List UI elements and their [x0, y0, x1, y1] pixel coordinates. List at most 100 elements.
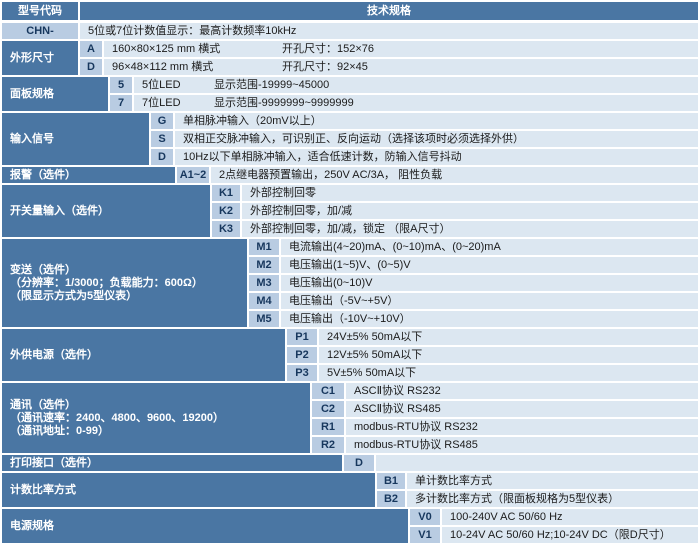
desc-text: 电压输出（-10V~+10V） [289, 313, 411, 325]
table-row: D 96×48×112 mm 横式 开孔尺寸：92×45 [80, 59, 698, 75]
section-label-count-ratio-mode: 计数比率方式 [2, 473, 375, 507]
option-code: M2 [249, 257, 279, 273]
option-code: K1 [212, 185, 240, 201]
option-desc: 电压输出(1~5)V、(0~5)V [281, 257, 698, 273]
option-code: M1 [249, 239, 279, 255]
label-line: 外形尺寸 [10, 51, 54, 64]
table-row: V1 10-24V AC 50/60 Hz;10-24V DC（限D尺寸） [410, 527, 698, 543]
option-code: R1 [312, 419, 344, 435]
model-prefix-desc: 5位或7位计数值显示：最高计数频率10kHz [80, 23, 698, 39]
option-code: M5 [249, 311, 279, 327]
table-row: P3 5V±5% 50mA以下 [287, 365, 698, 381]
option-desc: 外部控制回零，加/减，锁定 （限A尺寸） [242, 221, 698, 237]
column-header-model-code: 型号代码 [2, 2, 78, 20]
table-row: A 160×80×125 mm 横式 开孔尺寸：152×76 [80, 41, 698, 57]
label-line: 开关量输入（选件） [10, 204, 109, 217]
option-code: B2 [377, 491, 405, 507]
section-label-input-signal: 输入信号 [2, 113, 149, 165]
label-line: 外供电源（选件） [10, 348, 98, 361]
desc-text: 电压输出(0~10)V [289, 277, 373, 289]
table-row: P2 12V±5% 50mA以下 [287, 347, 698, 363]
desc-text: 10Hz以下单相脉冲输入，适合低速计数，防输入信号抖动 [183, 151, 462, 163]
option-desc: 160×80×125 mm 横式 开孔尺寸：152×76 [104, 41, 698, 57]
option-desc: 外部控制回零，加/减 [242, 203, 698, 219]
option-desc: ASCⅡ协议 RS485 [346, 401, 698, 417]
option-desc: 5V±5% 50mA以下 [319, 365, 698, 381]
desc-text: 电压输出(1~5)V、(0~5)V [289, 259, 411, 271]
desc-text: 双相正交脉冲输入，可识别正、反向运动（选择该项时必须选择外供） [183, 133, 524, 145]
table-row: R2 modbus-RTU协议 RS485 [312, 437, 698, 453]
option-code: A1~2 [177, 167, 209, 183]
option-code: V1 [410, 527, 440, 543]
section-alarm: 报警（选件） A1~2 2点继电器预置输出，250V AC/3A， 阻性负载 [2, 167, 698, 183]
table-row: M1 电流输出(4~20)mA、(0~10)mA、(0~20)mA [249, 239, 698, 255]
desc-text: 单计数比率方式 [415, 475, 492, 487]
option-desc: 100-240V AC 50/60 Hz [442, 509, 698, 525]
desc-text: 外部控制回零，加/减 [250, 205, 353, 217]
desc-text: 5V±5% 50mA以下 [327, 367, 417, 379]
table-row: M2 电压输出(1~5)V、(0~5)V [249, 257, 698, 273]
option-desc: 10-24V AC 50/60 Hz;10-24V DC（限D尺寸） [442, 527, 698, 543]
label-line: 打印接口（选件） [10, 456, 98, 469]
option-code: C1 [312, 383, 344, 399]
option-desc: 电流输出(4~20)mA、(0~10)mA、(0~20)mA [281, 239, 698, 255]
option-desc: 7位LED 显示范围-9999999~9999999 [134, 95, 698, 111]
table-row: CHN- 5位或7位计数值显示：最高计数频率10kHz [2, 23, 698, 39]
table-row: A1~2 2点继电器预置输出，250V AC/3A， 阻性负载 [177, 167, 698, 183]
option-code: M3 [249, 275, 279, 291]
option-desc: 5位LED 显示范围-19999~45000 [134, 77, 698, 93]
table-row: B1 单计数比率方式 [377, 473, 698, 489]
section-label-dimensions: 外形尺寸 [2, 41, 78, 75]
table-row: K1 外部控制回零 [212, 185, 698, 201]
option-code: B1 [377, 473, 405, 489]
option-desc: modbus-RTU协议 RS485 [346, 437, 698, 453]
section-count-ratio-mode: 计数比率方式 B1 单计数比率方式 B2 多计数比率方式（限面板规格为5型仪表） [2, 473, 698, 507]
table-row: G 单相脉冲输入（20mV以上） [151, 113, 698, 129]
desc-text: modbus-RTU协议 RS485 [354, 439, 478, 451]
section-panel-spec: 面板规格 5 5位LED 显示范围-19999~45000 7 7位LED 显示范围… [2, 77, 698, 111]
section-label-print-interface: 打印接口（选件） [2, 455, 342, 471]
table-row: M5 电压输出（-10V~+10V） [249, 311, 698, 327]
option-desc: 多计数比率方式（限面板规格为5型仪表） [407, 491, 698, 507]
option-code: S [151, 131, 173, 147]
desc-text: 单相脉冲输入（20mV以上） [183, 115, 322, 127]
section-print-interface: 打印接口（选件） D [2, 455, 698, 471]
model-prefix-code: CHN- [2, 23, 78, 39]
option-desc: 24V±5% 50mA以下 [319, 329, 698, 345]
label-line: （通讯地址：0-99） [10, 424, 110, 437]
table-row: K3 外部控制回零，加/减，锁定 （限A尺寸） [212, 221, 698, 237]
option-code: 5 [110, 77, 132, 93]
option-desc: 电压输出（-5V~+5V） [281, 293, 698, 309]
section-transmit-output: 变送（选件） （分辨率：1/3000；负载能力：600Ω） （限显示方式为5型仪… [2, 239, 698, 327]
option-desc: modbus-RTU协议 RS232 [346, 419, 698, 435]
option-desc: 2点继电器预置输出，250V AC/3A， 阻性负载 [211, 167, 698, 183]
desc-text: ASCⅡ协议 RS232 [354, 385, 441, 397]
section-input-signal: 输入信号 G 单相脉冲输入（20mV以上） S 双相正交脉冲输入，可识别正、反向… [2, 113, 698, 165]
section-model-prefix: CHN- 5位或7位计数值显示：最高计数频率10kHz [2, 23, 698, 39]
desc-text-2: 显示范围-19999~45000 [214, 79, 330, 91]
desc-text: 5位LED [142, 79, 181, 91]
table-row: K2 外部控制回零，加/减 [212, 203, 698, 219]
desc-text: 5位或7位计数值显示：最高计数频率10kHz [88, 25, 297, 37]
table-row: V0 100-240V AC 50/60 Hz [410, 509, 698, 525]
label-line: （分辨率：1/3000；负载能力：600Ω） [10, 276, 203, 289]
desc-text: 外部控制回零 [250, 187, 316, 199]
option-code: R2 [312, 437, 344, 453]
option-desc: 96×48×112 mm 横式 开孔尺寸：92×45 [104, 59, 698, 75]
option-desc [376, 455, 698, 471]
label-line: 计数比率方式 [10, 483, 76, 496]
desc-text: 24V±5% 50mA以下 [327, 331, 423, 343]
label-line: （通讯速率：2400、4800、9600、19200） [10, 411, 224, 424]
table-row: S 双相正交脉冲输入，可识别正、反向运动（选择该项时必须选择外供） [151, 131, 698, 147]
table-row: B2 多计数比率方式（限面板规格为5型仪表） [377, 491, 698, 507]
option-code: P3 [287, 365, 317, 381]
option-desc: 外部控制回零 [242, 185, 698, 201]
section-label-communication: 通讯（选件） （通讯速率：2400、4800、9600、19200） （通讯地址… [2, 383, 310, 453]
option-code: V0 [410, 509, 440, 525]
section-dimensions: 外形尺寸 A 160×80×125 mm 横式 开孔尺寸：152×76 D 96×… [2, 41, 698, 75]
desc-text-2: 显示范围-9999999~9999999 [214, 97, 354, 109]
section-label-alarm: 报警（选件） [2, 167, 175, 183]
desc-text: ASCⅡ协议 RS485 [354, 403, 441, 415]
section-label-switch-input: 开关量输入（选件） [2, 185, 210, 237]
